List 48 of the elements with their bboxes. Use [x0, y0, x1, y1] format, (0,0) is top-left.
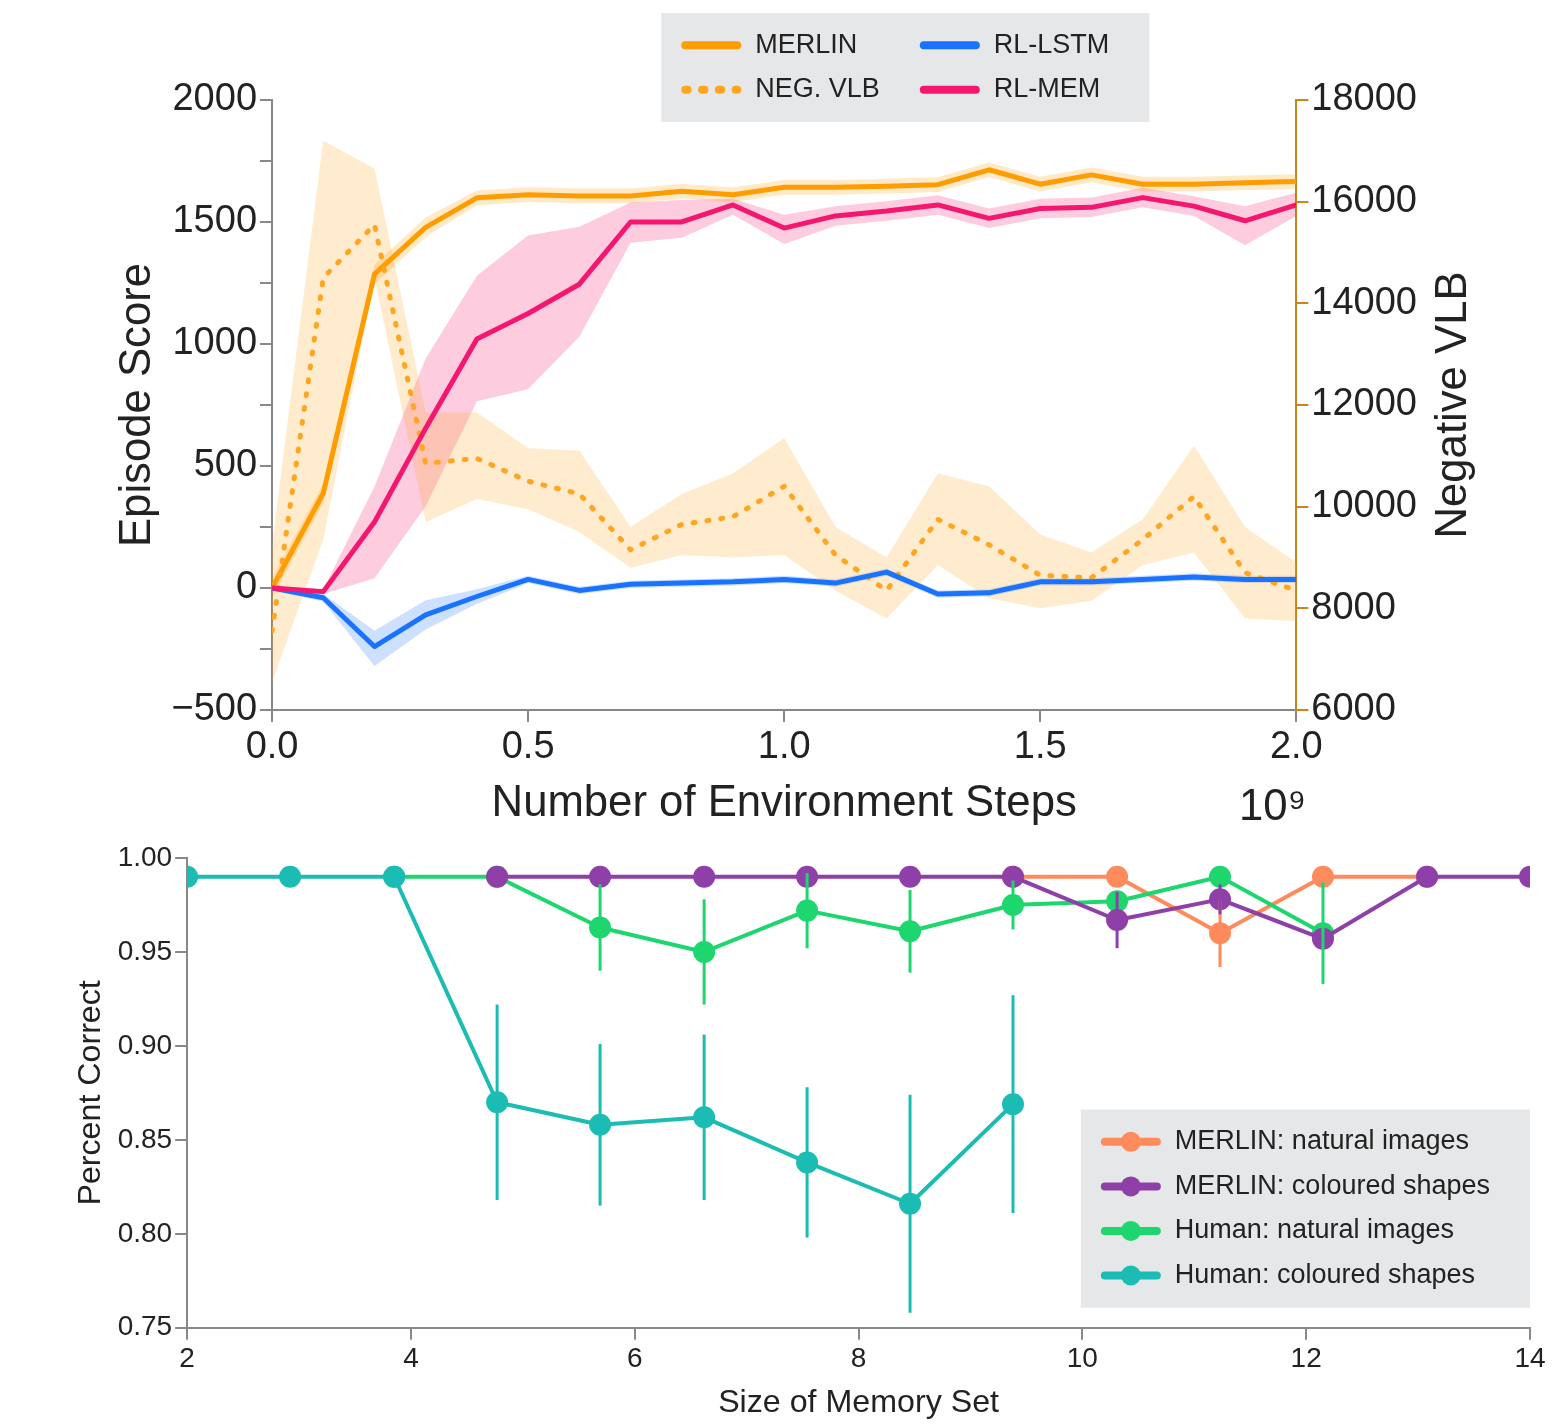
x-tick-label: 0.5	[501, 724, 555, 767]
legend-label: MERLIN	[755, 28, 858, 59]
y-tick-label: 1.00	[117, 840, 173, 872]
x-axis-title: Size of Memory Set	[718, 1382, 1000, 1419]
y2-tick-label: 16000	[1311, 178, 1417, 221]
point	[1106, 865, 1129, 888]
x-tick-label: 12	[1290, 1342, 1322, 1374]
y2-tick-label: 10000	[1311, 483, 1417, 526]
y-tick-label: 0.80	[117, 1216, 173, 1248]
legend-label: MERLIN: natural images	[1174, 1125, 1469, 1156]
y-axis-title: Episode Score	[110, 262, 160, 548]
legend-label: MERLIN: coloured shapes	[1174, 1169, 1490, 1200]
y-tick-label: 1000	[172, 320, 258, 363]
y-tick-label: 0.90	[117, 1028, 173, 1060]
x-axis-title: Number of Environment Steps	[491, 775, 1077, 825]
legend-label: Human: natural images	[1174, 1214, 1454, 1245]
y-tick-label: 0.75	[117, 1310, 173, 1342]
y-tick-label: 0.85	[117, 1122, 173, 1154]
legend-label: RL-MEM	[993, 73, 1101, 104]
x-tick-label: 8	[850, 1342, 867, 1374]
legend-label: RL-LSTM	[993, 28, 1110, 59]
y2-tick-label: 8000	[1311, 584, 1396, 627]
point	[1209, 865, 1232, 888]
text: 10⁹	[1239, 780, 1307, 830]
y-tick-label: 500	[193, 442, 258, 485]
x-tick-label: 6	[626, 1342, 643, 1374]
y-axis-title: Percent Correct	[71, 980, 108, 1206]
x-tick-label: 2	[179, 1342, 195, 1374]
point	[1311, 865, 1334, 888]
x-tick-label: 1.5	[1013, 724, 1067, 767]
y2-tick-label: 12000	[1311, 381, 1417, 424]
y2-axis-title: Negative VLB	[1426, 271, 1476, 539]
x-tick-label: 10	[1066, 1342, 1098, 1374]
y2-tick-label: 14000	[1311, 279, 1417, 322]
y-tick-label: 0.95	[117, 934, 173, 966]
legend-label: NEG. VLB	[755, 73, 880, 104]
point	[899, 865, 922, 888]
x-tick-label: 1.0	[757, 724, 811, 767]
legend-label: Human: coloured shapes	[1174, 1258, 1476, 1289]
x-tick-label: 14	[1514, 1342, 1546, 1374]
y-tick-label: 1500	[172, 198, 258, 241]
y2-tick-label: 18000	[1311, 76, 1417, 119]
y-tick-label: 0	[235, 564, 258, 607]
y-tick-label: 2000	[172, 76, 258, 119]
point	[279, 865, 302, 888]
point	[589, 865, 612, 888]
x-tick-label: 4	[403, 1342, 419, 1374]
point	[693, 865, 716, 888]
